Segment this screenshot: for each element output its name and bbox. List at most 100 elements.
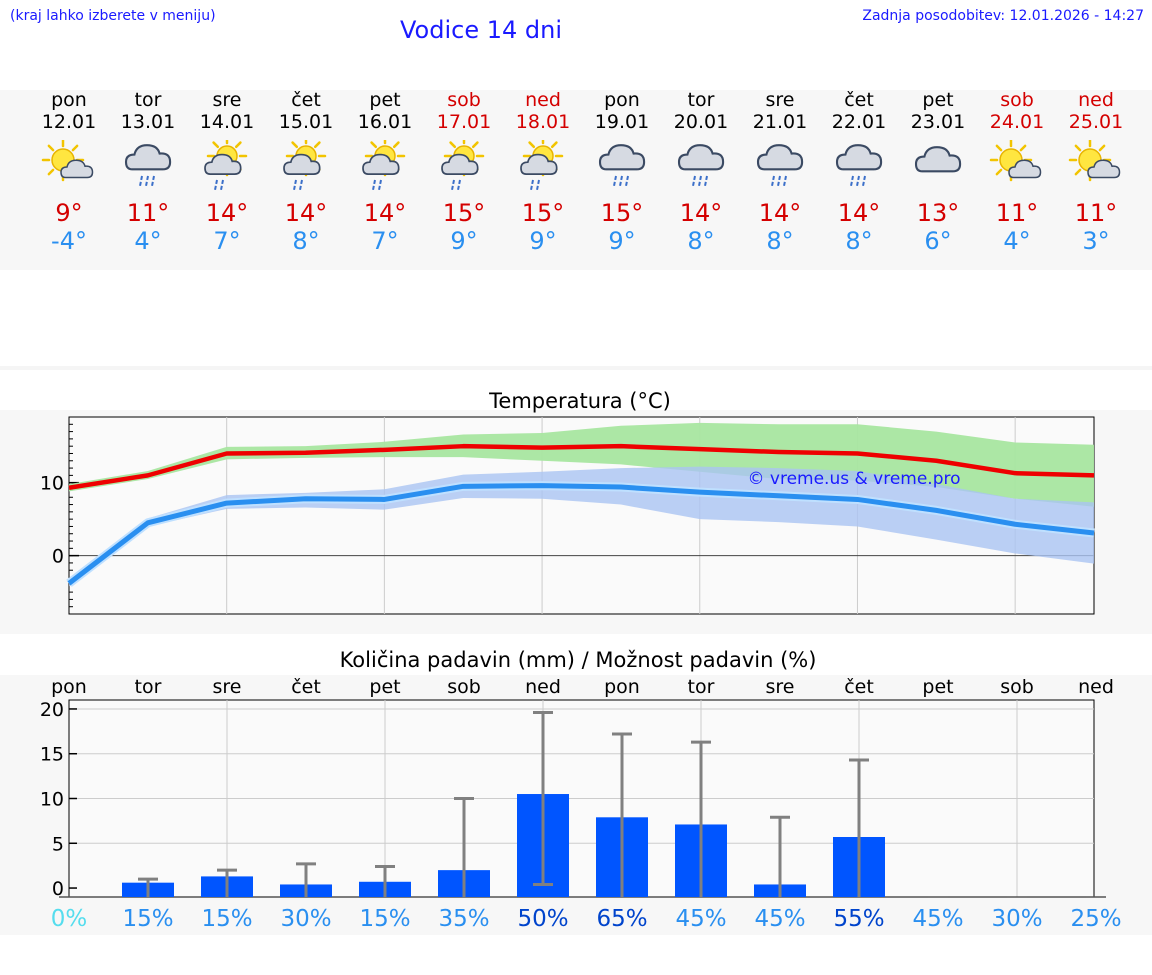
day-name: sob [1000, 89, 1034, 111]
cloud-rain-icon [671, 140, 731, 196]
day-name: pet [369, 89, 401, 111]
sun-cloud-rain-icon [276, 135, 336, 196]
day-date: 25.01 [1068, 111, 1124, 133]
precipitation-probability: 0% [50, 906, 88, 932]
day-name: sre [765, 89, 795, 111]
max-temperature: 11° [995, 199, 1039, 227]
day-name: sre [212, 89, 242, 111]
min-temperature-line [67, 483, 1095, 586]
max-temperature: 14° [758, 199, 802, 227]
max-temperature-line [68, 443, 1095, 490]
precipitation-day-label: čet [291, 676, 321, 698]
max-temperature: 11° [1074, 199, 1118, 227]
day-name: ned [525, 89, 561, 111]
max-temperature: 15° [600, 199, 644, 227]
cloud-icon [908, 140, 968, 196]
max-temperature: 14° [284, 199, 328, 227]
cloud-rain-icon [829, 140, 889, 196]
sun-cloud-rain-icon [355, 135, 415, 196]
precipitation-day-label: sre [766, 676, 795, 698]
min-temperature: 3° [1082, 227, 1110, 255]
precipitation-probability: 45% [675, 906, 727, 932]
day-date: 15.01 [278, 111, 334, 133]
precipitation-probability: 15% [359, 906, 411, 932]
precipitation-probability: 50% [517, 906, 569, 932]
day-date: 20.01 [673, 111, 729, 133]
day-name: sob [447, 89, 481, 111]
precipitation-y-tick-label: 5 [52, 833, 64, 855]
day-date: 18.01 [515, 111, 571, 133]
daily-forecast-panel [0, 90, 1152, 270]
min-temperature: 9° [608, 227, 636, 255]
precipitation-y-tick-label: 15 [40, 744, 64, 766]
max-temperature: 14° [679, 199, 723, 227]
max-temperature: 15° [521, 199, 565, 227]
day-date: 13.01 [120, 111, 176, 133]
divider [0, 366, 1152, 370]
precipitation-probability: 25% [1070, 906, 1122, 932]
precipitation-title: Količina padavin (mm) / Možnost padavin … [340, 648, 817, 672]
min-temperature: 8° [292, 227, 320, 255]
day-name: ned [1078, 89, 1114, 111]
sun-cloud-icon [1066, 138, 1126, 196]
precipitation-day-label: pet [369, 676, 400, 698]
precipitation-probability: 65% [596, 906, 648, 932]
min-temperature: 4° [1003, 227, 1031, 255]
day-name: pon [604, 89, 640, 111]
sun-cloud-icon [987, 138, 1047, 196]
min-temperature: 8° [845, 227, 873, 255]
precipitation-y-tick-label: 0 [52, 878, 64, 900]
precipitation-y-tick-label: 10 [40, 789, 64, 811]
day-name: tor [687, 89, 715, 111]
temperature-y-tick-label: 0 [52, 546, 64, 568]
day-date: 21.01 [752, 111, 808, 133]
max-temperature: 13° [916, 199, 960, 227]
max-temperature: 14° [205, 199, 249, 227]
max-temperature: 14° [363, 199, 407, 227]
min-temperature: 6° [924, 227, 952, 255]
day-date: 19.01 [594, 111, 650, 133]
day-date: 14.01 [199, 111, 255, 133]
min-temperature: 8° [766, 227, 794, 255]
precipitation-day-label: sob [447, 676, 481, 698]
min-temperature: -4° [51, 227, 87, 255]
cloud-rain-icon [750, 140, 810, 196]
day-name: tor [134, 89, 162, 111]
precipitation-probability: 45% [754, 906, 806, 932]
precipitation-day-label: tor [135, 676, 162, 698]
day-name: pet [922, 89, 954, 111]
min-temperature: 7° [213, 227, 241, 255]
sun-cloud-rain-icon [434, 135, 494, 196]
location-hint: (kraj lahko izberete v meniju) [10, 8, 216, 24]
day-date: 22.01 [831, 111, 887, 133]
precipitation-probability: 15% [201, 906, 253, 932]
max-temperature: 11° [126, 199, 170, 227]
precipitation-probability: 30% [280, 906, 332, 932]
max-temperature: 15° [442, 199, 486, 227]
min-temperature: 8° [687, 227, 715, 255]
precipitation-day-label: tor [688, 676, 715, 698]
min-temperature: 4° [134, 227, 162, 255]
cloud-rain-icon [118, 140, 178, 196]
max-temperature: 14° [837, 199, 881, 227]
day-date: 24.01 [989, 111, 1045, 133]
sun-cloud-rain-icon [197, 135, 257, 196]
min-temperature: 9° [450, 227, 478, 255]
day-name: čet [291, 89, 321, 111]
precipitation-probability: 15% [122, 906, 174, 932]
sun-cloud-icon [39, 138, 99, 196]
precipitation-day-label: pon [51, 676, 87, 698]
precipitation-y-tick-label: 20 [40, 699, 64, 721]
min-temperature: 9° [529, 227, 557, 255]
precipitation-probability: 45% [912, 906, 964, 932]
day-date: 23.01 [910, 111, 966, 133]
day-date: 17.01 [436, 111, 492, 133]
day-date: 16.01 [357, 111, 413, 133]
precipitation-day-label: čet [844, 676, 874, 698]
precipitation-day-label: pon [604, 676, 640, 698]
watermark: © vreme.us & vreme.pro [747, 469, 960, 489]
page-title: Vodice 14 dni [400, 16, 563, 44]
max-temperature: 9° [55, 199, 83, 227]
precipitation-day-label: sob [1000, 676, 1034, 698]
